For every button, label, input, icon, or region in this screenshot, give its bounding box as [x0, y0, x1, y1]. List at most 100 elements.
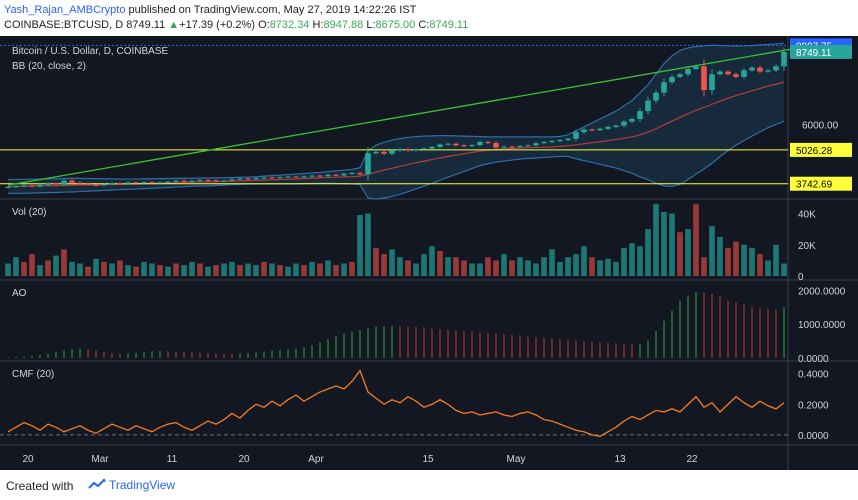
candle [45, 183, 51, 185]
candle [573, 132, 579, 139]
candle [205, 180, 211, 182]
candle [661, 82, 667, 93]
volume-bar [365, 213, 371, 276]
volume-bar [677, 232, 683, 276]
tradingview-logo-icon [88, 479, 106, 489]
candle [309, 175, 315, 177]
candle [277, 177, 283, 179]
volume-bar [125, 265, 131, 276]
volume-bar [277, 265, 283, 276]
candle [589, 129, 595, 131]
candle [85, 183, 91, 185]
volume-bar [101, 261, 107, 276]
candle [77, 182, 83, 184]
volume-bar [229, 261, 235, 276]
candle [605, 126, 611, 129]
candle [109, 183, 115, 185]
volume-bar [533, 263, 539, 276]
volume-bar [181, 265, 187, 276]
time-axis-tick: 11 [167, 454, 178, 465]
price-marker-box [790, 44, 852, 59]
candle [517, 146, 523, 148]
volume-bar [173, 263, 179, 276]
volume-bar [261, 261, 267, 276]
brand-text: TradingView [109, 478, 176, 492]
volume-bar [565, 257, 571, 276]
chart-area[interactable]: Bitcoin / U.S. Dollar, D, COINBASE BB (20… [0, 36, 858, 470]
candle [29, 185, 35, 187]
candle [157, 182, 163, 184]
volume-bar [85, 266, 91, 276]
cmf-axis-tick: 0.4000 [798, 370, 829, 381]
volume-bar [429, 246, 435, 276]
candle [773, 66, 779, 71]
candle [581, 129, 587, 133]
candle [181, 180, 187, 182]
volume-bar [405, 260, 411, 276]
candle [645, 100, 651, 112]
chart-svg[interactable]: Bitcoin / U.S. Dollar, D, COINBASE BB (20… [0, 36, 858, 470]
candle [733, 74, 739, 77]
candle [677, 74, 683, 77]
candle [117, 183, 123, 185]
bb-indicator-label: BB (20, close, 2) [12, 61, 86, 72]
price-marker-box [790, 142, 852, 157]
volume-bar [589, 257, 595, 276]
candle [493, 142, 499, 148]
tradingview-brand[interactable]: TradingView [88, 478, 175, 492]
ao-axis-tick: 2000.0000 [798, 286, 846, 297]
volume-bar [349, 261, 355, 276]
candle [133, 182, 139, 184]
candle [685, 68, 691, 75]
author-link[interactable]: Yash_Rajan_AMBCrypto [4, 4, 126, 16]
candle [13, 186, 19, 188]
time-axis-tick: 15 [422, 454, 434, 465]
candle [629, 119, 635, 122]
candle [389, 150, 395, 154]
volume-bar [357, 215, 363, 276]
volume-bar [221, 263, 227, 276]
volume-bar [445, 257, 451, 276]
volume-bar [493, 260, 499, 276]
volume-bar [133, 266, 139, 276]
bb-band-fill [8, 43, 784, 200]
volume-pane-title: Vol (20) [12, 207, 46, 218]
volume-bar [389, 249, 395, 276]
candle [781, 51, 787, 67]
price-marker-label: 5026.28 [796, 146, 833, 157]
candle [213, 180, 219, 182]
candle [325, 174, 331, 177]
candle [293, 176, 299, 178]
candle [349, 172, 355, 174]
candle [101, 184, 107, 186]
volume-bar [205, 266, 211, 276]
volume-bar [741, 244, 747, 276]
candle [445, 143, 451, 145]
volume-bar [549, 249, 555, 276]
volume-bar [557, 261, 563, 276]
published-text: published on TradingView.com, May 27, 20… [128, 4, 417, 16]
symbol-label: COINBASE:BTCUSD, D [4, 19, 124, 31]
volume-bar [437, 251, 443, 276]
open-value: 8732.34 [269, 19, 310, 31]
candle [61, 180, 67, 185]
candle [301, 176, 307, 178]
candle [189, 180, 195, 182]
candle [237, 178, 243, 180]
candle [621, 121, 627, 126]
volume-bar [637, 246, 643, 276]
footer: Created with TradingView [0, 470, 858, 500]
time-axis-tick: 22 [686, 454, 698, 465]
volume-bar [293, 263, 299, 276]
price-marker-box [790, 176, 852, 191]
cmf-line [7, 369, 785, 438]
volume-bar [413, 263, 419, 276]
volume-bar [581, 246, 587, 276]
volume-axis-tick: 0 [798, 272, 804, 283]
volume-bar [629, 243, 635, 276]
candle [21, 185, 27, 187]
volume-bar [733, 241, 739, 276]
candle [5, 186, 11, 188]
candle [709, 74, 715, 91]
volume-bar [397, 257, 403, 276]
